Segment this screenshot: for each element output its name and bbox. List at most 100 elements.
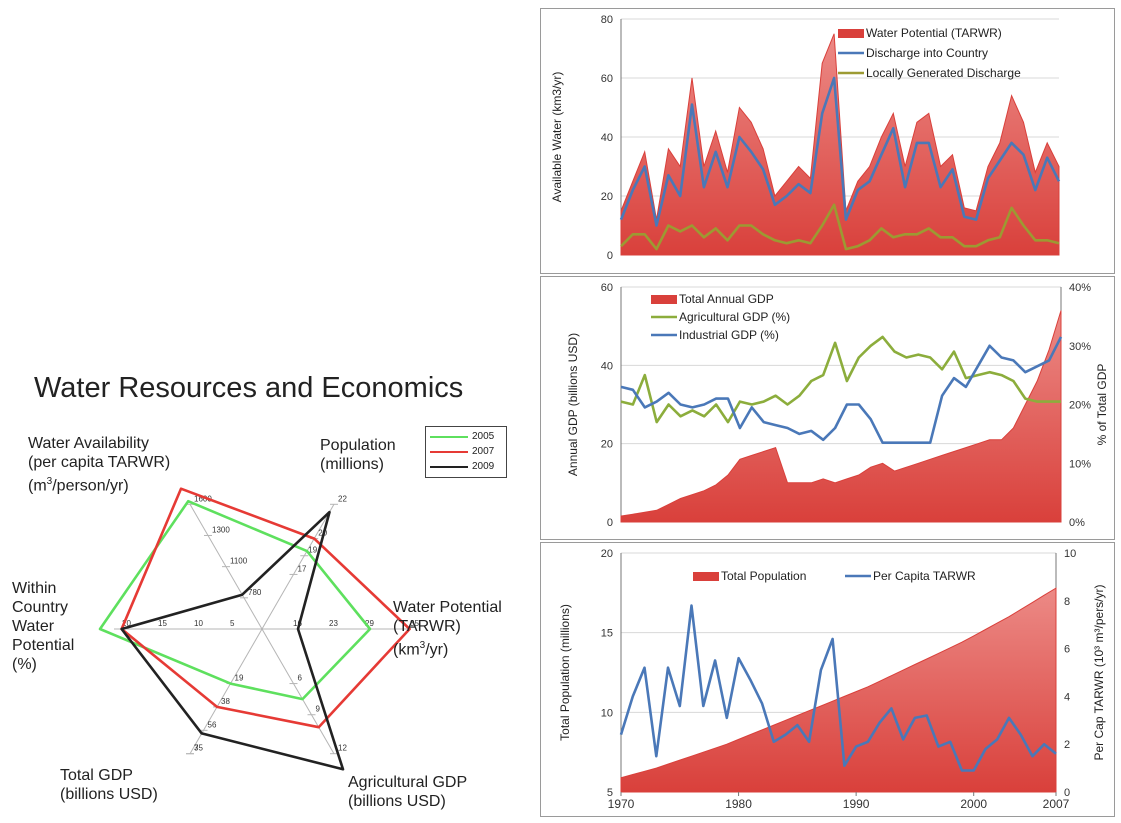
legend-label: Total Population [721, 569, 806, 583]
y2-tick-label: 6 [1064, 644, 1070, 656]
y2-tick-label: 2 [1064, 739, 1070, 751]
radar-axis-label-water-potential: Water Potential (TARWR) (km3/yr) [393, 598, 502, 659]
legend-label-2005: 2005 [472, 431, 495, 442]
radar-tick-label: 1300 [212, 525, 230, 534]
y2-tick-label: 8 [1064, 596, 1070, 608]
radar-axis-label-line: (billions USD) [60, 786, 158, 803]
y2-tick-label: 10 [1064, 548, 1076, 560]
radar-tick-label: 3 [194, 744, 199, 753]
x-tick-label: 2007 [1043, 797, 1070, 811]
y-tick-label: 40 [601, 132, 613, 144]
radar-axis-label-total-gdp: Total GDP (billions USD) [60, 766, 158, 804]
radar-axis-label-population: Population (millions) [320, 436, 396, 474]
y2-tick-label: 10% [1069, 458, 1091, 470]
y2-tick-label: 30% [1069, 341, 1091, 353]
series-area-0 [620, 587, 1057, 793]
legend-item-2005: 2005 [430, 430, 494, 443]
y-tick-label: 10 [601, 707, 613, 719]
legend-label: Total Annual GDP [679, 292, 774, 306]
y2-axis-title: Per Cap TARWR (10³ m³/pers/yr) [1092, 584, 1106, 760]
radar-tick-label: 38 [221, 697, 230, 706]
legend-item-2009: 2009 [430, 460, 494, 473]
radar-axis-label-line: (billions USD) [348, 793, 446, 810]
series-area-0 [620, 310, 1062, 523]
radar-axis-label-line: Country [12, 599, 69, 616]
series-line-2 [620, 336, 1063, 444]
legend-label: Locally Generated Discharge [866, 66, 1021, 80]
y2-tick-label: 0% [1069, 517, 1085, 529]
legend-swatch-area [693, 572, 719, 581]
radar-tick-label: 15 [158, 619, 167, 628]
radar-tick-label: 16 [293, 619, 302, 628]
legend-label: Per Capita TARWR [873, 569, 976, 583]
x-tick-label: 1970 [608, 797, 635, 811]
legend-swatch-2007 [430, 450, 468, 453]
radar-axis-label-line: (m3/person/yr) [28, 476, 129, 495]
y-tick-label: 0 [607, 517, 613, 529]
radar-axis-label-line: (TARWR) [393, 618, 461, 635]
radar-axis-label-line: Population [320, 437, 396, 454]
x-tick-label: 1980 [725, 797, 752, 811]
radar-axis-label-within-country: Within Country Water Potential (%) [12, 579, 74, 674]
radar-axis-label-water-availability: Water Availability (per capita TARWR) (m3/… [28, 434, 170, 495]
radar-tick-label: 10 [194, 619, 203, 628]
superscript-3: 3 [46, 476, 53, 487]
legend-label-2007: 2007 [472, 446, 495, 457]
radar-tick-label: 17 [298, 564, 307, 573]
legend-label-2009: 2009 [472, 461, 495, 472]
legend-label: Discharge into Country [866, 46, 988, 60]
radar-series-2007 [120, 487, 411, 729]
y-tick-label: 20 [601, 439, 613, 451]
radar-tick-label: 29 [365, 619, 374, 628]
radar-tick-label: 19 [308, 546, 317, 555]
radar-series-2005 [98, 499, 372, 701]
radar-tick-label: 22 [338, 494, 347, 503]
y-axis-title: Available Water (km3/yr) [550, 72, 564, 203]
radar-tick-label: 1100 [230, 557, 248, 566]
y2-tick-label: 4 [1064, 691, 1070, 703]
radar-tick-label: 780 [248, 588, 262, 597]
radar-tick-label: 56 [208, 720, 217, 729]
radar-axis-label-line: Within [12, 580, 57, 597]
page-title: Water Resources and Economics [34, 372, 464, 404]
radar-axis-label-line: (per capita TARWR) [28, 454, 171, 471]
water-panel: 0 20 40 60 80 Available Water (km3/yr) Water P… [540, 8, 1115, 274]
y-tick-label: 15 [601, 628, 613, 640]
y-tick-label: 5 [607, 787, 613, 799]
radar-axis-label-line: (%) [12, 656, 37, 673]
population-chart: 5 10 15 20 0 2 4 6 8 10 1970 1980 1990 2000 2007 Total … [558, 548, 1106, 811]
y2-tick-label: 0 [1064, 787, 1070, 799]
legend-label: Industrial GDP (%) [679, 328, 779, 342]
superscript-3: 3 [419, 640, 426, 651]
radar-axis-label-line: Water [12, 618, 55, 635]
radar-axis-label-line: Potential [12, 637, 75, 654]
legend-item-2007: 2007 [430, 445, 494, 458]
y-tick-label: 60 [601, 282, 613, 294]
water-chart: 0 20 40 60 80 Available Water (km3/yr) Water P… [550, 14, 1061, 262]
radar-tick-label: 5 [230, 619, 235, 628]
radar-axis-label-agricultural-gdp: Agricultural GDP (billions USD) [348, 773, 467, 811]
x-tick-label: 1990 [843, 797, 870, 811]
series-line-1 [620, 335, 1061, 424]
y2-tick-label: 20% [1069, 400, 1091, 412]
radar-axis-label-line: Water Potential [393, 599, 502, 616]
y-axis-title: Annual GDP (billions USD) [566, 333, 580, 476]
y-tick-label: 20 [601, 191, 613, 203]
radar-axis-line [261, 628, 335, 754]
radar-tick-label: 19 [235, 674, 244, 683]
y-tick-label: 60 [601, 73, 613, 85]
legend-label: Water Potential (TARWR) [866, 26, 1002, 40]
legend-label: Agricultural GDP (%) [679, 310, 790, 324]
radar-legend: 2005 2007 2009 [425, 426, 507, 478]
radar-tick-label: 20 [122, 619, 131, 628]
y-tick-label: 80 [601, 14, 613, 26]
y2-tick-label: 40% [1069, 282, 1091, 294]
radar-axis-label-line: Water Availability [28, 435, 149, 452]
series-line-1 [619, 76, 1061, 227]
radar-tick-label: 35 [410, 619, 419, 628]
radar-tick-label: 23 [329, 619, 338, 628]
y2-axis-title: % of Total GDP [1095, 364, 1109, 446]
radar-axis-label-line: (km3/yr) [393, 640, 449, 659]
radar-tick-label: 6 [298, 674, 303, 683]
